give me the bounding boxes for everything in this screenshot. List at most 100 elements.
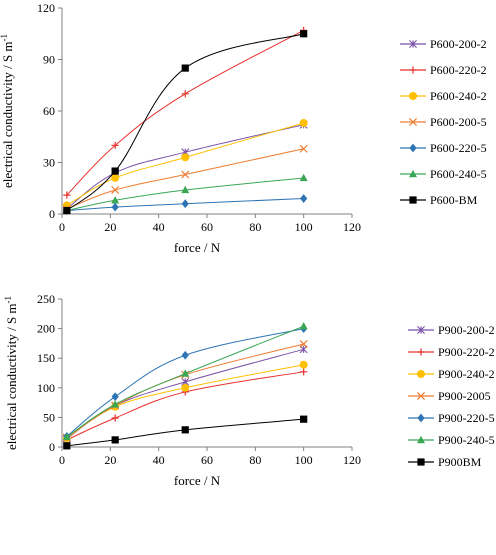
legend-marker <box>417 326 425 334</box>
legend-entry: P900-240-2 <box>408 367 495 381</box>
legend-label: P600-220-5 <box>430 141 487 155</box>
legend-marker <box>417 435 425 444</box>
x-tick-label: 80 <box>249 453 261 467</box>
data-point <box>300 30 308 38</box>
legend-marker <box>409 40 417 48</box>
legend-marker <box>416 391 426 401</box>
x-tick-label: 20 <box>104 453 116 467</box>
series-line <box>66 29 304 196</box>
data-point <box>181 170 190 179</box>
data-point <box>111 392 119 402</box>
series-line <box>66 124 304 210</box>
legend-entry: P600-220-5 <box>400 141 487 155</box>
y-axis-label-superscript: -1 <box>3 296 13 304</box>
data-point <box>181 383 190 392</box>
y-tick-label: 30 <box>43 156 55 170</box>
y-tick-label: 50 <box>43 410 55 424</box>
legend-label: P900-220-2 <box>438 345 495 359</box>
legend-label: P600-200-2 <box>430 37 487 51</box>
legend-entry: P900-220-5 <box>408 411 495 425</box>
legend-label: P900-240-2 <box>438 367 495 381</box>
data-point <box>63 206 71 215</box>
legend-entry: P600-200-5 <box>400 115 487 129</box>
data-point <box>181 64 189 72</box>
legend-entry: P900-200-2 <box>408 323 495 337</box>
data-point <box>111 185 120 194</box>
data-point <box>111 141 119 149</box>
y-tick-label: 0 <box>49 207 55 221</box>
series-P600-200-2 <box>62 120 308 213</box>
data-point <box>300 415 308 423</box>
x-axis-label: force / N <box>174 473 221 488</box>
legend-entry: P900-240-5 <box>408 433 495 447</box>
data-point <box>111 167 119 175</box>
legend-marker <box>409 66 417 74</box>
x-tick-label: 60 <box>201 220 213 234</box>
data-point <box>111 436 119 444</box>
data-point <box>299 173 308 182</box>
series-P600-220-5 <box>63 194 308 215</box>
series-line <box>66 418 304 447</box>
legend-entry: P900-2005 <box>408 389 491 403</box>
legend-label: P600-240-5 <box>430 167 487 181</box>
legend-entry: P600-240-2 <box>400 89 487 103</box>
y-tick-label: 90 <box>43 53 55 67</box>
legend-marker <box>417 370 425 378</box>
series-P600-BM <box>63 30 308 215</box>
x-tick-label: 20 <box>104 220 116 234</box>
data-point <box>181 350 189 360</box>
data-point <box>111 196 120 204</box>
data-point <box>181 153 190 162</box>
series-line <box>66 33 304 211</box>
chart-2: 0 20 40 60 80 100 120 0 50 100 150 200 250 force / N e… <box>3 292 495 488</box>
legend-label: P600-220-2 <box>430 63 487 77</box>
legend-marker <box>409 143 417 153</box>
legend-label: P900-240-5 <box>438 433 495 447</box>
data-point <box>299 339 308 349</box>
legend-marker <box>409 92 417 100</box>
x-tick-label: 40 <box>153 453 165 467</box>
x-tick-label: 120 <box>343 220 361 234</box>
legend-label: P900-220-5 <box>438 411 495 425</box>
x-tick-label: 60 <box>201 453 213 467</box>
series-P600-200-5 <box>62 144 308 213</box>
y-tick-label: 100 <box>37 381 55 395</box>
y-axis-label: electrical conductivity / S m-1 <box>3 296 19 450</box>
legend-label: P600-240-2 <box>430 89 487 103</box>
data-point <box>300 194 308 203</box>
legend-entry: P600-200-2 <box>400 37 487 51</box>
data-point <box>299 119 308 128</box>
x-tick-label: 0 <box>59 453 65 467</box>
data-point <box>63 191 71 199</box>
data-point <box>299 322 308 330</box>
data-point <box>300 368 308 376</box>
data-point <box>181 199 189 209</box>
series-line <box>66 122 304 206</box>
x-tick-label: 100 <box>295 453 313 467</box>
series-P600-240-2 <box>62 119 308 210</box>
legend-label: P900BM <box>438 455 482 469</box>
legend-marker <box>408 117 418 127</box>
series-P900BM <box>63 415 308 450</box>
series-P900-240-5 <box>62 322 308 441</box>
series-line <box>66 177 304 212</box>
y-tick-label: 150 <box>37 351 55 365</box>
chart-1: 0 20 40 60 80 100 120 0 30 60 90 120 force / N electr… <box>0 1 487 255</box>
series-line <box>66 148 304 210</box>
data-point <box>111 202 119 212</box>
x-axis-label: force / N <box>174 240 221 255</box>
legend-marker <box>417 413 425 423</box>
legend-entry: P600-BM <box>400 193 478 207</box>
legend-label: P900-200-2 <box>438 323 495 337</box>
data-point <box>299 144 308 153</box>
x-tick-label: 120 <box>343 453 361 467</box>
y-axis-label-superscript: -1 <box>0 34 9 42</box>
legend-marker <box>409 196 417 204</box>
data-point <box>111 173 120 182</box>
x-tick-label: 100 <box>295 220 313 234</box>
legend-label: P900-2005 <box>438 389 491 403</box>
legend-label: P600-200-5 <box>430 115 487 129</box>
y-tick-label: 120 <box>37 1 55 15</box>
data-point <box>181 369 190 377</box>
